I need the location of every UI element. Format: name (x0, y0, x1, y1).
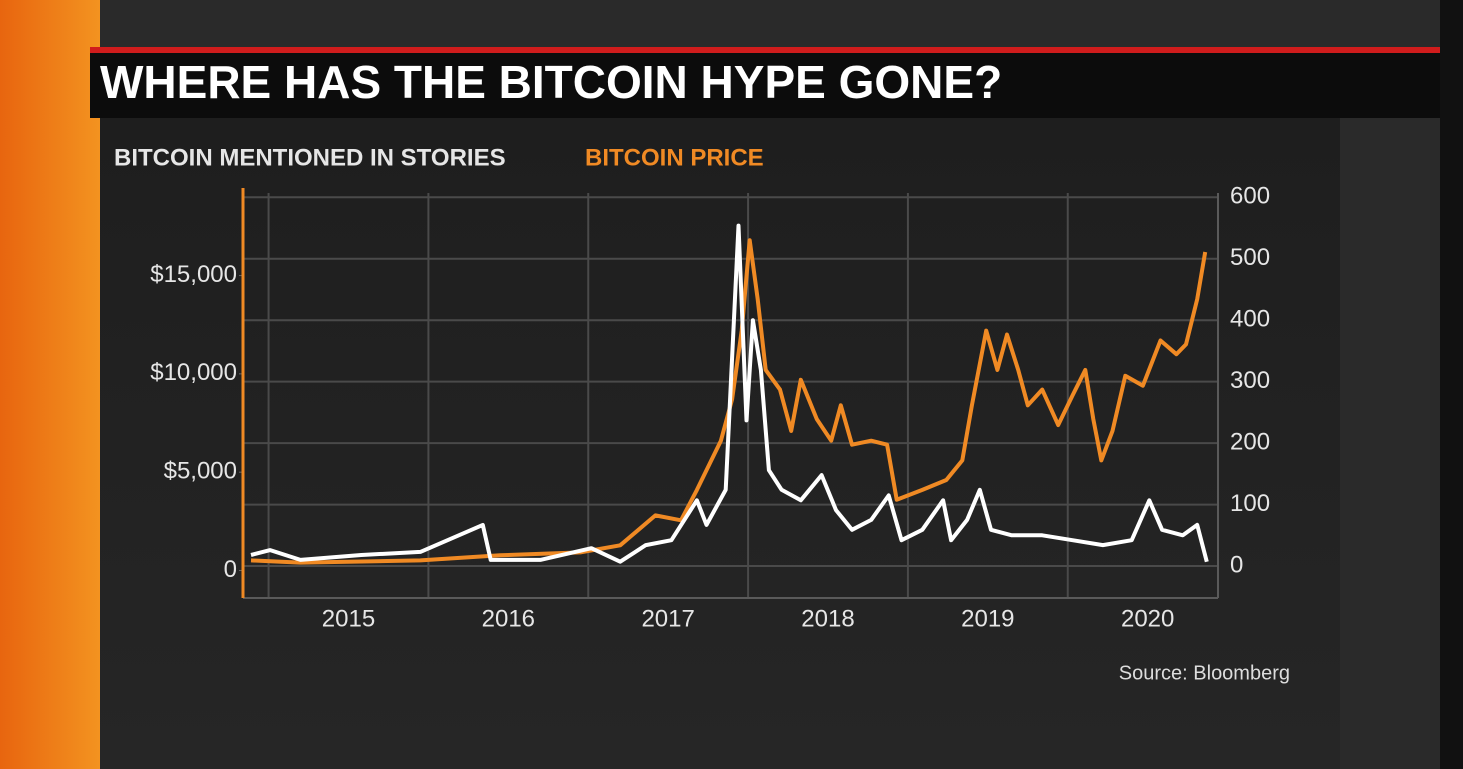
y2-tick-label: 400 (1230, 306, 1270, 333)
y2-tick-label: 100 (1230, 490, 1270, 517)
y-tick-label: $15,000 (150, 261, 237, 288)
y-tick-label: $10,000 (150, 359, 237, 386)
legend-entry: BITCOIN MENTIONED IN STORIES (114, 144, 506, 171)
x-tick-label: 2020 (1121, 605, 1174, 632)
x-tick-label: 2019 (961, 605, 1014, 632)
y2-tick-label: 200 (1230, 428, 1270, 455)
y2-tick-label: 600 (1230, 183, 1270, 210)
x-tick-label: 2016 (482, 605, 535, 632)
series-line (250, 223, 1209, 564)
x-tick-label: 2017 (641, 605, 694, 632)
orange-strip (0, 0, 100, 769)
y-tick-label: $5,000 (164, 458, 237, 485)
x-tick-label: 2018 (801, 605, 854, 632)
source-note: Source: Bloomberg (1119, 662, 1290, 684)
y2-tick-label: 500 (1230, 244, 1270, 271)
chart-title: WHERE HAS THE BITCOIN HYPE GONE? (100, 56, 1002, 108)
red-rule (90, 47, 1440, 53)
x-tick-label: 2015 (322, 605, 375, 632)
right-edge (1440, 0, 1463, 769)
series-line (250, 238, 1208, 565)
y2-tick-label: 0 (1230, 551, 1243, 578)
y-tick-label: 0 (224, 556, 237, 583)
y2-tick-label: 300 (1230, 367, 1270, 394)
legend-entry: BITCOIN PRICE (585, 144, 764, 171)
title-bar (90, 53, 1440, 118)
